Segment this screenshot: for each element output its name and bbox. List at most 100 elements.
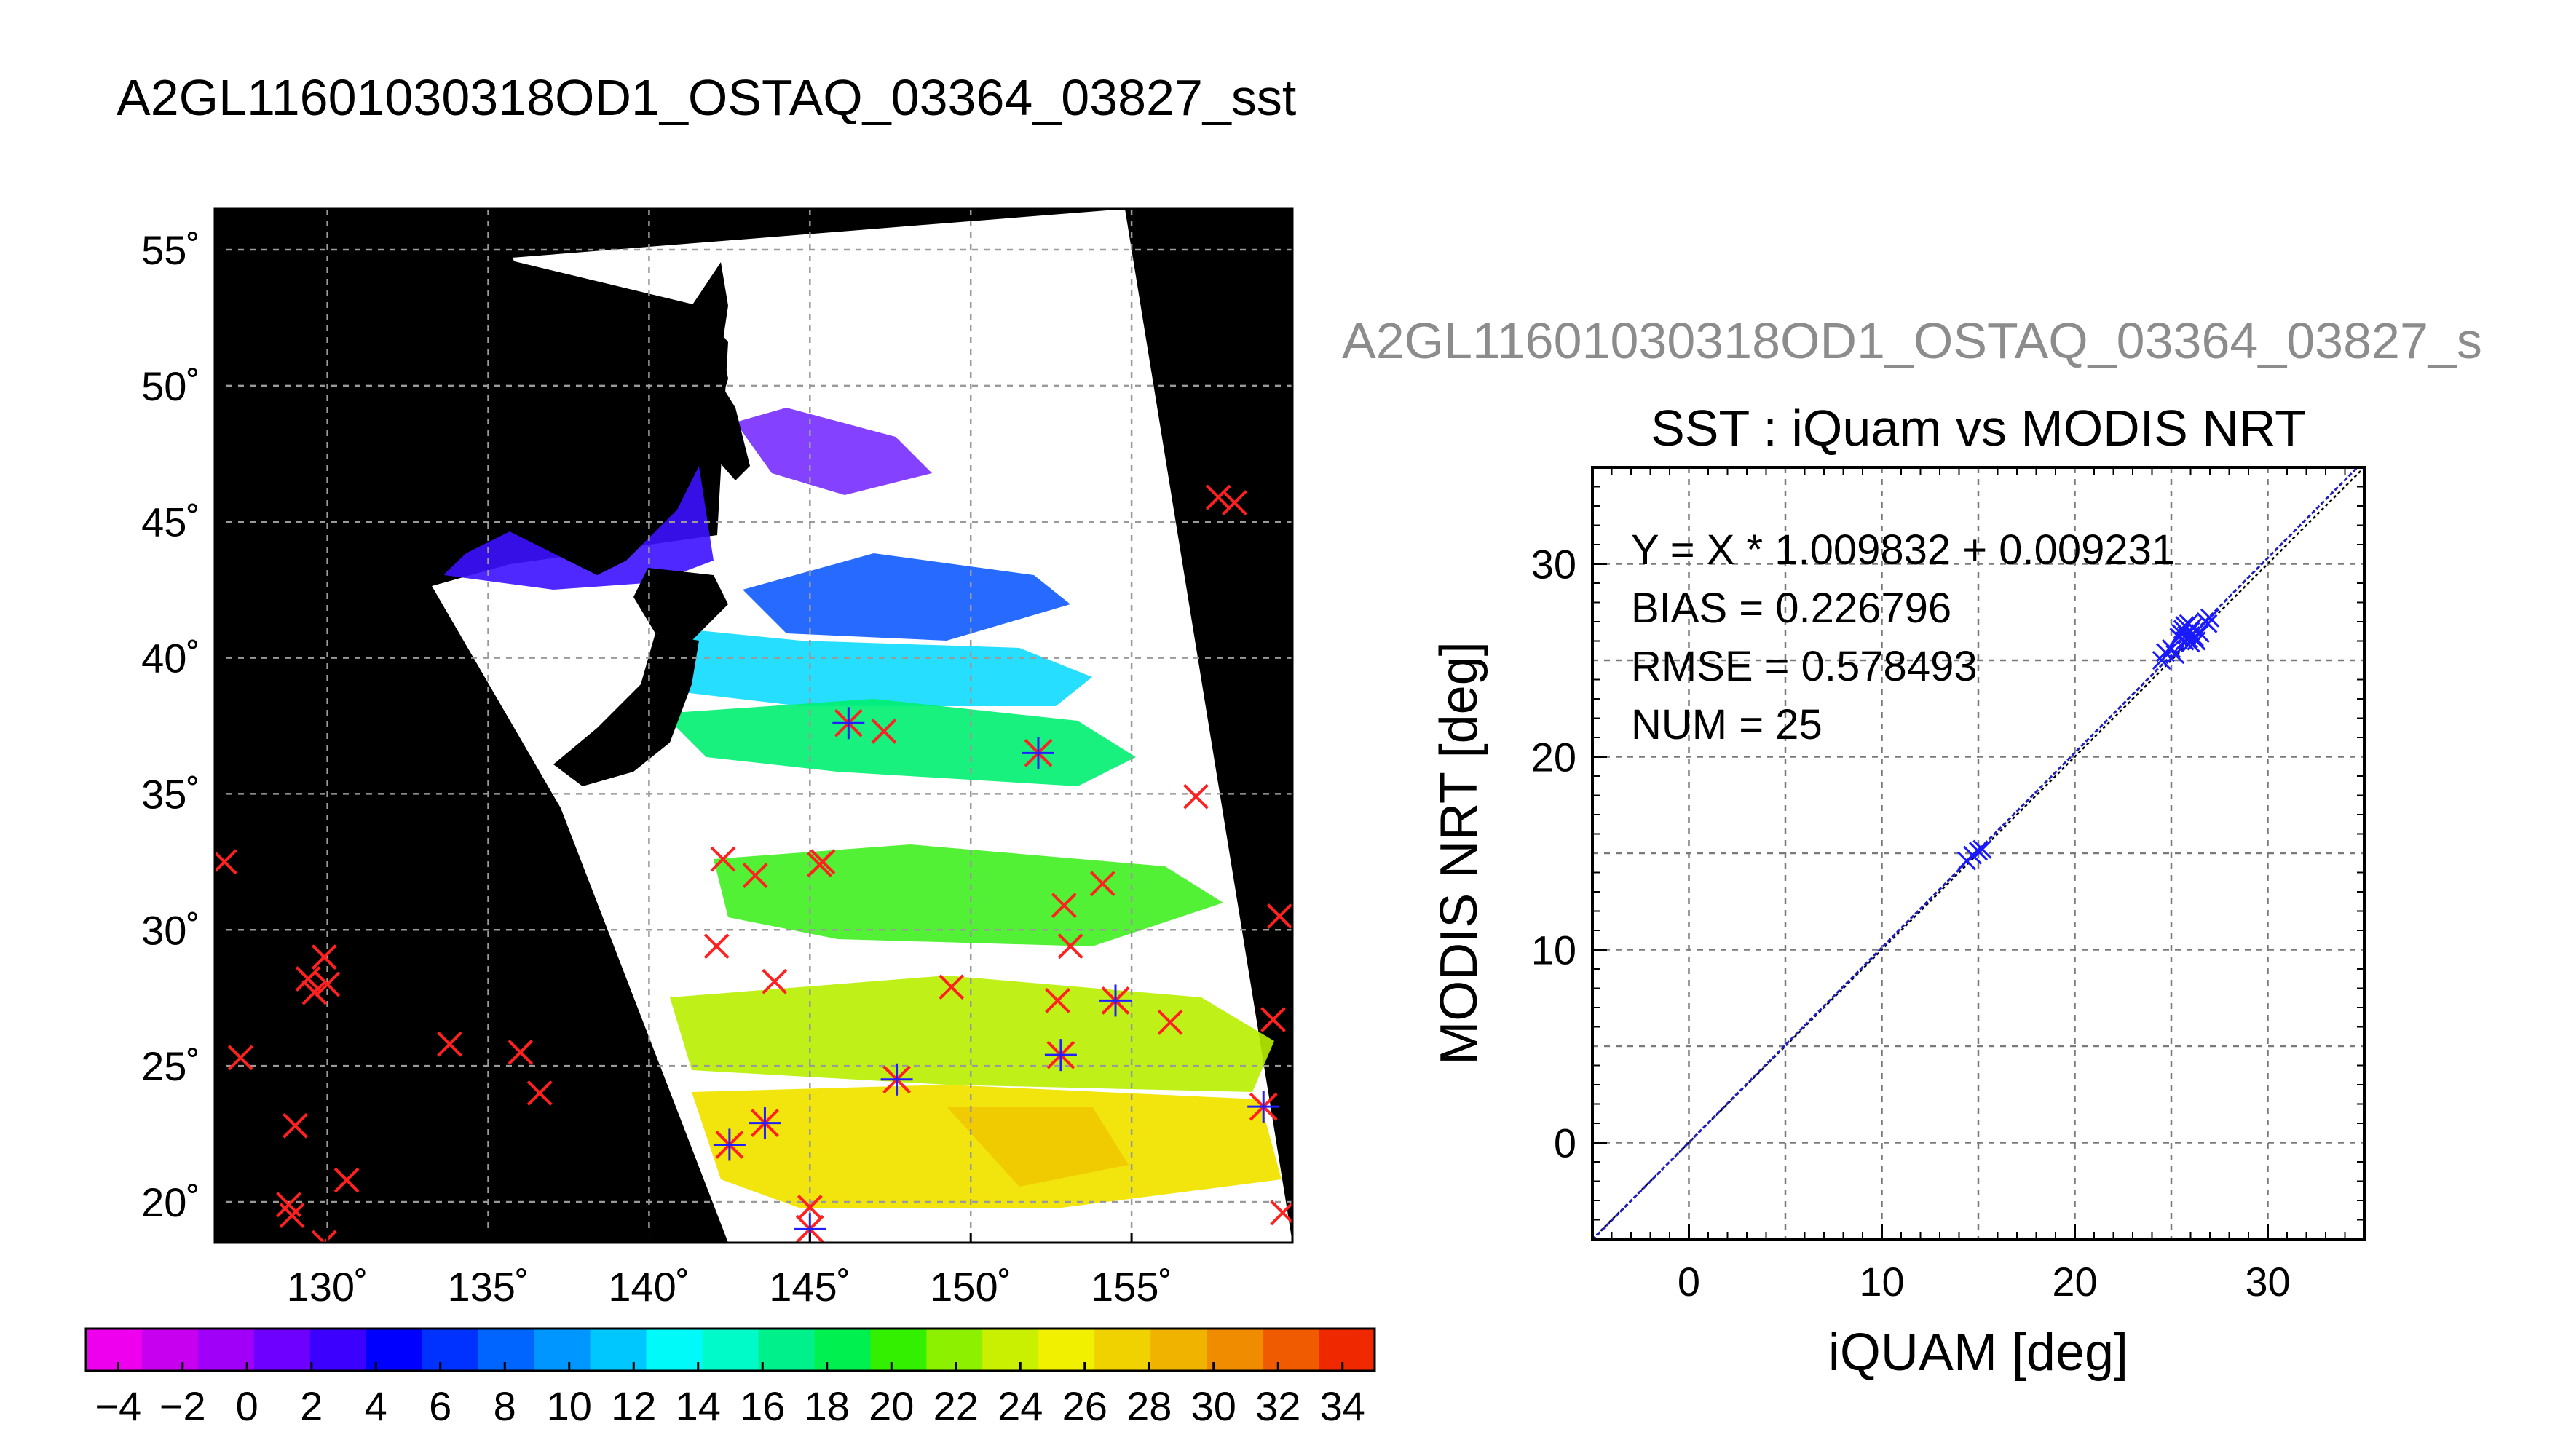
comparison-stat-line: NUM = 25 — [1631, 701, 1823, 748]
colorbar-tick-label: 18 — [805, 1383, 850, 1429]
marker-stroke — [283, 1112, 308, 1139]
colorbar-tick-label: 32 — [1255, 1383, 1300, 1429]
marker-stroke — [215, 849, 237, 874]
map-lon-ticks: 130˚ 135˚ 140˚ 145˚ 150˚ 155˚ — [287, 1233, 1172, 1310]
marker-stroke — [797, 1195, 823, 1220]
colorbar-tick-label: 22 — [933, 1383, 979, 1429]
colorbar-tick-label: 16 — [740, 1383, 785, 1429]
map-grid — [215, 209, 1292, 1243]
matched-marker — [794, 1213, 826, 1243]
marker-stroke — [322, 1230, 337, 1243]
colorbar-segment — [1038, 1329, 1095, 1371]
comparison-ylabel: MODIS NRT [deg] — [1430, 641, 1488, 1065]
colorbar-segment — [309, 1329, 367, 1371]
map-lat-tick-label: 25˚ — [141, 1043, 200, 1089]
matched-marker — [1044, 1039, 1077, 1072]
marker-stroke — [1183, 783, 1209, 810]
marker-stroke — [871, 719, 897, 744]
comparison-grid — [1592, 467, 2364, 1239]
marker-stroke — [437, 1031, 462, 1057]
colorbar-tick-label: −4 — [95, 1383, 141, 1429]
comparison-point — [1968, 842, 1989, 861]
marker-stroke — [2161, 639, 2181, 659]
colorbar-segment — [702, 1329, 759, 1371]
map-lat-tick-label: 30˚ — [141, 907, 200, 953]
marker-stroke — [279, 1203, 305, 1229]
colorbar-segment — [478, 1329, 535, 1371]
colorbar-segment — [534, 1329, 591, 1371]
colorbar-tick-label: 2 — [300, 1383, 323, 1429]
marker-stroke — [1157, 1009, 1183, 1035]
sst-band-yellowgreen — [670, 976, 1274, 1092]
land-masses — [215, 209, 1125, 1243]
colorbar-tick-label: 24 — [998, 1383, 1043, 1429]
colorbar-tick-label: −2 — [159, 1383, 206, 1429]
insitu-marker — [1222, 490, 1247, 515]
ghost-title: A2GL11601030318OD1_OSTAQ_03364_03827_s — [1342, 312, 2482, 369]
comparison-y-ticks: 0 10 20 30 — [1531, 486, 2364, 1221]
marker-stroke — [311, 1230, 327, 1243]
insitu-marker — [871, 719, 897, 744]
colorbar-tick-label: 8 — [494, 1383, 516, 1429]
insitu-marker — [301, 979, 328, 1005]
comparison-stat-line: BIAS = 0.226796 — [1631, 585, 1951, 632]
marker-stroke — [276, 1192, 302, 1218]
insitu-marker — [333, 1167, 360, 1193]
marker-stroke — [1089, 871, 1115, 897]
map-lat-tick-label: 40˚ — [141, 636, 200, 681]
comparison-stats: Y = X * 1.009832 + 0.009231 BIAS = 0.2267… — [1631, 526, 2175, 748]
matched-marker — [832, 707, 865, 740]
map-matched-markers — [713, 707, 1280, 1243]
marker-stroke — [526, 1080, 553, 1106]
marker-stroke — [762, 968, 788, 994]
colorbar-segments — [86, 1329, 1375, 1371]
sst-band-green — [714, 844, 1223, 946]
comparison-frame — [1591, 466, 2366, 1241]
matched-marker — [749, 1107, 781, 1139]
insitu-marker — [1183, 783, 1209, 810]
map-lon-tick-label: 155˚ — [1091, 1264, 1172, 1310]
map-insitu-markers — [215, 484, 1292, 1243]
regression-line — [1592, 467, 2359, 1239]
comparison-point — [2179, 629, 2198, 649]
insitu-marker — [311, 1230, 337, 1243]
colorbar-segment — [253, 1329, 311, 1371]
colorbar-segment — [982, 1329, 1039, 1371]
matched-marker — [1022, 737, 1054, 769]
comparison-x-tick-label: 20 — [2052, 1259, 2097, 1305]
matched-marker — [1247, 1091, 1280, 1123]
land-mainland-asia — [215, 209, 1125, 1243]
marker-stroke — [2155, 643, 2176, 662]
colorbar-segment — [1150, 1329, 1207, 1371]
insitu-marker — [1089, 871, 1115, 897]
insitu-marker — [1051, 893, 1077, 919]
insitu-marker — [279, 1203, 305, 1229]
comparison-point — [2200, 608, 2220, 628]
marker-stroke — [311, 944, 337, 970]
marker-stroke — [1205, 484, 1231, 510]
insitu-marker — [703, 933, 730, 960]
comparison-point — [2165, 644, 2185, 665]
matched-marker — [713, 1128, 746, 1161]
marker-stroke — [2165, 644, 2185, 665]
insitu-marker — [508, 1040, 534, 1065]
comparison-y-tick-label: 0 — [1554, 1120, 1576, 1166]
comparison-markers — [1957, 608, 2220, 871]
colorbar-segment — [422, 1329, 479, 1371]
marker-stroke — [703, 933, 730, 960]
comparison-point — [1972, 839, 1992, 859]
comparison-point — [2161, 639, 2181, 659]
colorbar: −4 −2 0 2 4 6 8 10 12 14 16 18 20 22 24 26 28 30 32 34 — [84, 1327, 1376, 1429]
insitu-marker — [227, 1045, 253, 1071]
marker-stroke — [1057, 933, 1083, 960]
map-lon-tick-label: 135˚ — [447, 1264, 529, 1310]
insitu-marker — [1270, 1200, 1292, 1226]
sst-band-orange — [947, 1107, 1129, 1187]
colorbar-tick-label: 0 — [236, 1383, 258, 1429]
colorbar-segment — [141, 1329, 199, 1371]
marker-stroke — [810, 849, 836, 875]
insitu-marker — [295, 966, 321, 992]
identity-line — [1592, 467, 2364, 1239]
colorbar-segment — [646, 1329, 703, 1371]
